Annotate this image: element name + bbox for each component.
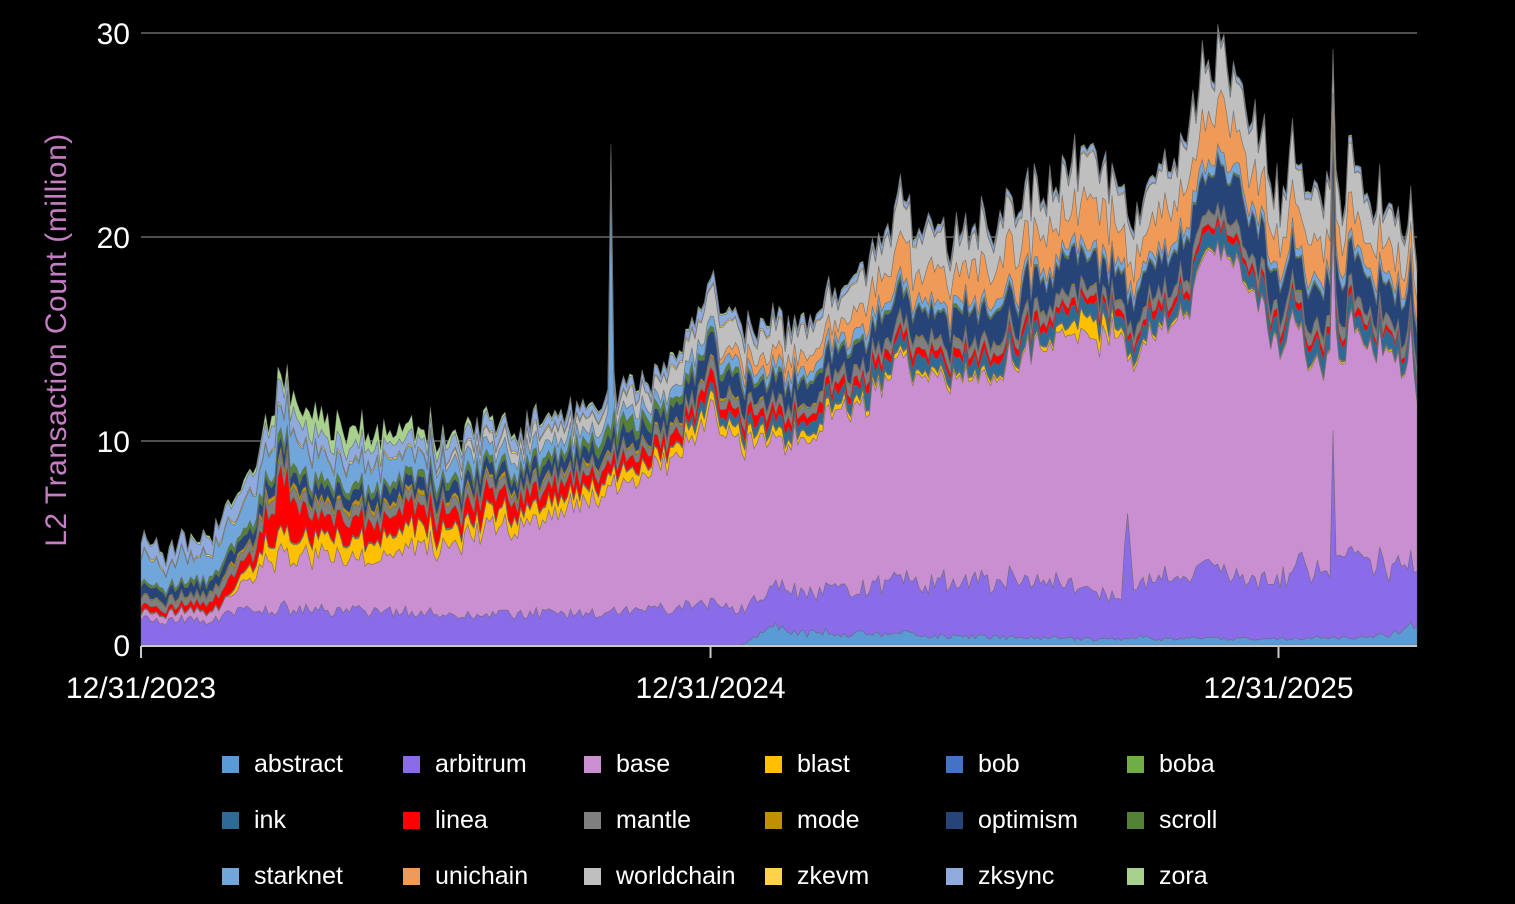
legend-item-unichain: unichain: [403, 848, 584, 904]
legend-swatch-optimism: [946, 811, 963, 829]
legend-item-zksync: zksync: [946, 848, 1127, 904]
legend-swatch-base: [584, 755, 601, 773]
x-tick-label-12/31/2025: 12/31/2025: [1203, 672, 1353, 705]
legend-label-optimism: optimism: [978, 805, 1079, 834]
legend-item-boba: boba: [1127, 736, 1308, 792]
x-tick-label-12/31/2023: 12/31/2023: [66, 672, 216, 705]
legend-swatch-zkevm: [765, 867, 782, 885]
legend-item-bob: bob: [946, 736, 1127, 792]
y-axis-title: L2 Transaction Count (million): [40, 133, 73, 547]
y-tick-label-20: 20: [97, 222, 130, 255]
legend-item-mode: mode: [765, 792, 946, 848]
legend-item-optimism: optimism: [946, 792, 1127, 848]
legend-swatch-bob: [946, 755, 963, 773]
legend-swatch-linea: [403, 811, 420, 829]
legend-item-mantle: mantle: [584, 792, 765, 848]
legend-label-unichain: unichain: [435, 861, 529, 890]
legend-item-worldchain: worldchain: [584, 848, 765, 904]
x-tick-label-12/31/2024: 12/31/2024: [635, 672, 785, 705]
legend-label-bob: bob: [978, 749, 1020, 778]
legend-swatch-blast: [765, 755, 782, 773]
legend-label-abstract: abstract: [254, 749, 343, 778]
legend-label-linea: linea: [435, 805, 488, 834]
legend-swatch-ink: [222, 811, 239, 829]
legend-label-ink: ink: [254, 805, 286, 834]
legend-label-boba: boba: [1159, 749, 1215, 778]
legend-swatch-boba: [1127, 755, 1144, 773]
y-tick-label-0: 0: [113, 630, 130, 663]
legend-swatch-unichain: [403, 867, 420, 885]
legend-item-arbitrum: arbitrum: [403, 736, 584, 792]
legend-item-ink: ink: [222, 792, 403, 848]
legend-swatch-mode: [765, 811, 782, 829]
legend-label-zksync: zksync: [978, 861, 1055, 890]
legend-swatch-mantle: [584, 811, 601, 829]
legend-item-base: base: [584, 736, 765, 792]
legend-swatch-starknet: [222, 867, 239, 885]
legend-label-worldchain: worldchain: [616, 861, 736, 890]
legend-swatch-arbitrum: [403, 755, 420, 773]
legend-label-arbitrum: arbitrum: [435, 749, 527, 778]
legend-label-zkevm: zkevm: [797, 861, 870, 890]
legend-label-scroll: scroll: [1159, 805, 1218, 834]
y-tick-label-30: 30: [97, 18, 130, 51]
legend: abstract arbitrum base blast bob boba ink linea…: [222, 736, 1308, 904]
legend-item-scroll: scroll: [1127, 792, 1308, 848]
legend-label-starknet: starknet: [254, 861, 343, 890]
legend-label-mantle: mantle: [616, 805, 692, 834]
legend-label-blast: blast: [797, 749, 850, 778]
legend-item-zora: zora: [1127, 848, 1308, 904]
legend-swatch-abstract: [222, 755, 239, 773]
legend-item-blast: blast: [765, 736, 946, 792]
legend-item-abstract: abstract: [222, 736, 403, 792]
legend-swatch-zora: [1127, 867, 1144, 885]
legend-item-linea: linea: [403, 792, 584, 848]
legend-swatch-zksync: [946, 867, 963, 885]
legend-label-mode: mode: [797, 805, 860, 834]
legend-item-zkevm: zkevm: [765, 848, 946, 904]
y-tick-label-10: 10: [97, 426, 130, 459]
legend-label-base: base: [616, 749, 671, 778]
legend-label-zora: zora: [1159, 861, 1208, 890]
legend-item-starknet: starknet: [222, 848, 403, 904]
area-zora: [140, 24, 1418, 567]
legend-swatch-scroll: [1127, 811, 1144, 829]
legend-swatch-worldchain: [584, 867, 601, 885]
